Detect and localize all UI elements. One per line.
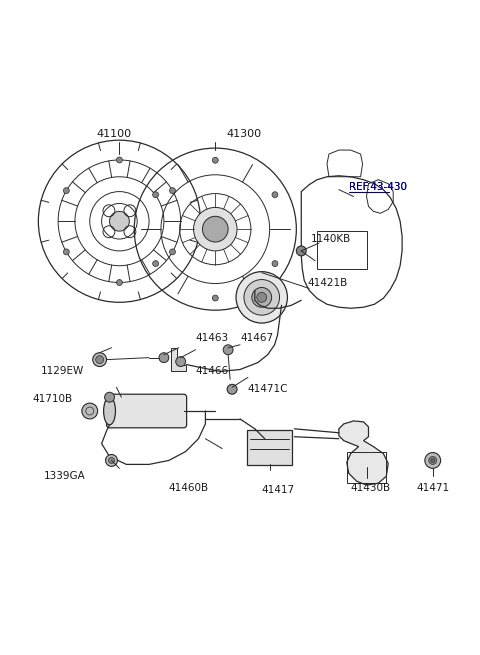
Circle shape (212, 295, 218, 301)
Circle shape (193, 208, 237, 251)
Polygon shape (171, 348, 186, 371)
Circle shape (252, 288, 272, 307)
Circle shape (425, 453, 441, 468)
Text: 41417: 41417 (262, 485, 295, 495)
Circle shape (108, 457, 114, 463)
Circle shape (257, 292, 267, 303)
Polygon shape (339, 421, 388, 485)
Text: 41460B: 41460B (169, 483, 209, 493)
Text: 41100: 41100 (96, 129, 132, 140)
Circle shape (117, 280, 122, 286)
Circle shape (159, 352, 169, 363)
Circle shape (93, 352, 107, 367)
Circle shape (203, 216, 228, 242)
Circle shape (244, 280, 279, 315)
Circle shape (169, 187, 176, 194)
Circle shape (117, 157, 122, 163)
Text: 41430B: 41430B (351, 483, 391, 493)
Ellipse shape (104, 397, 116, 425)
Circle shape (212, 157, 218, 163)
Bar (347, 451, 386, 483)
Circle shape (109, 212, 129, 231)
Text: 41421B: 41421B (307, 278, 348, 288)
Text: 41471: 41471 (416, 483, 449, 493)
Circle shape (223, 345, 233, 354)
Circle shape (296, 246, 306, 256)
Circle shape (63, 249, 69, 255)
Circle shape (96, 356, 104, 364)
Circle shape (429, 457, 437, 464)
Text: 41467: 41467 (240, 333, 273, 343)
Circle shape (272, 192, 278, 198)
Text: REF.43-430: REF.43-430 (349, 181, 407, 192)
Circle shape (63, 187, 69, 194)
Text: 1339GA: 1339GA (44, 471, 86, 481)
Text: 41466: 41466 (195, 367, 228, 377)
Text: 41710B: 41710B (33, 394, 72, 404)
Text: 41463: 41463 (195, 333, 228, 343)
Circle shape (431, 458, 435, 462)
Circle shape (236, 272, 288, 323)
Bar (317, 231, 367, 269)
Text: 41471C: 41471C (248, 384, 288, 394)
FancyBboxPatch shape (107, 394, 187, 428)
FancyBboxPatch shape (247, 430, 292, 466)
Circle shape (153, 261, 158, 267)
Circle shape (169, 249, 176, 255)
Circle shape (82, 403, 97, 419)
Text: 41300: 41300 (226, 129, 261, 140)
Circle shape (176, 357, 186, 367)
Circle shape (106, 455, 118, 466)
Circle shape (272, 261, 278, 267)
Text: REF.43-430: REF.43-430 (349, 181, 407, 192)
Text: 1129EW: 1129EW (40, 367, 84, 377)
Circle shape (153, 192, 158, 198)
Circle shape (105, 392, 114, 402)
Circle shape (227, 384, 237, 394)
Text: 1140KB: 1140KB (311, 234, 351, 244)
